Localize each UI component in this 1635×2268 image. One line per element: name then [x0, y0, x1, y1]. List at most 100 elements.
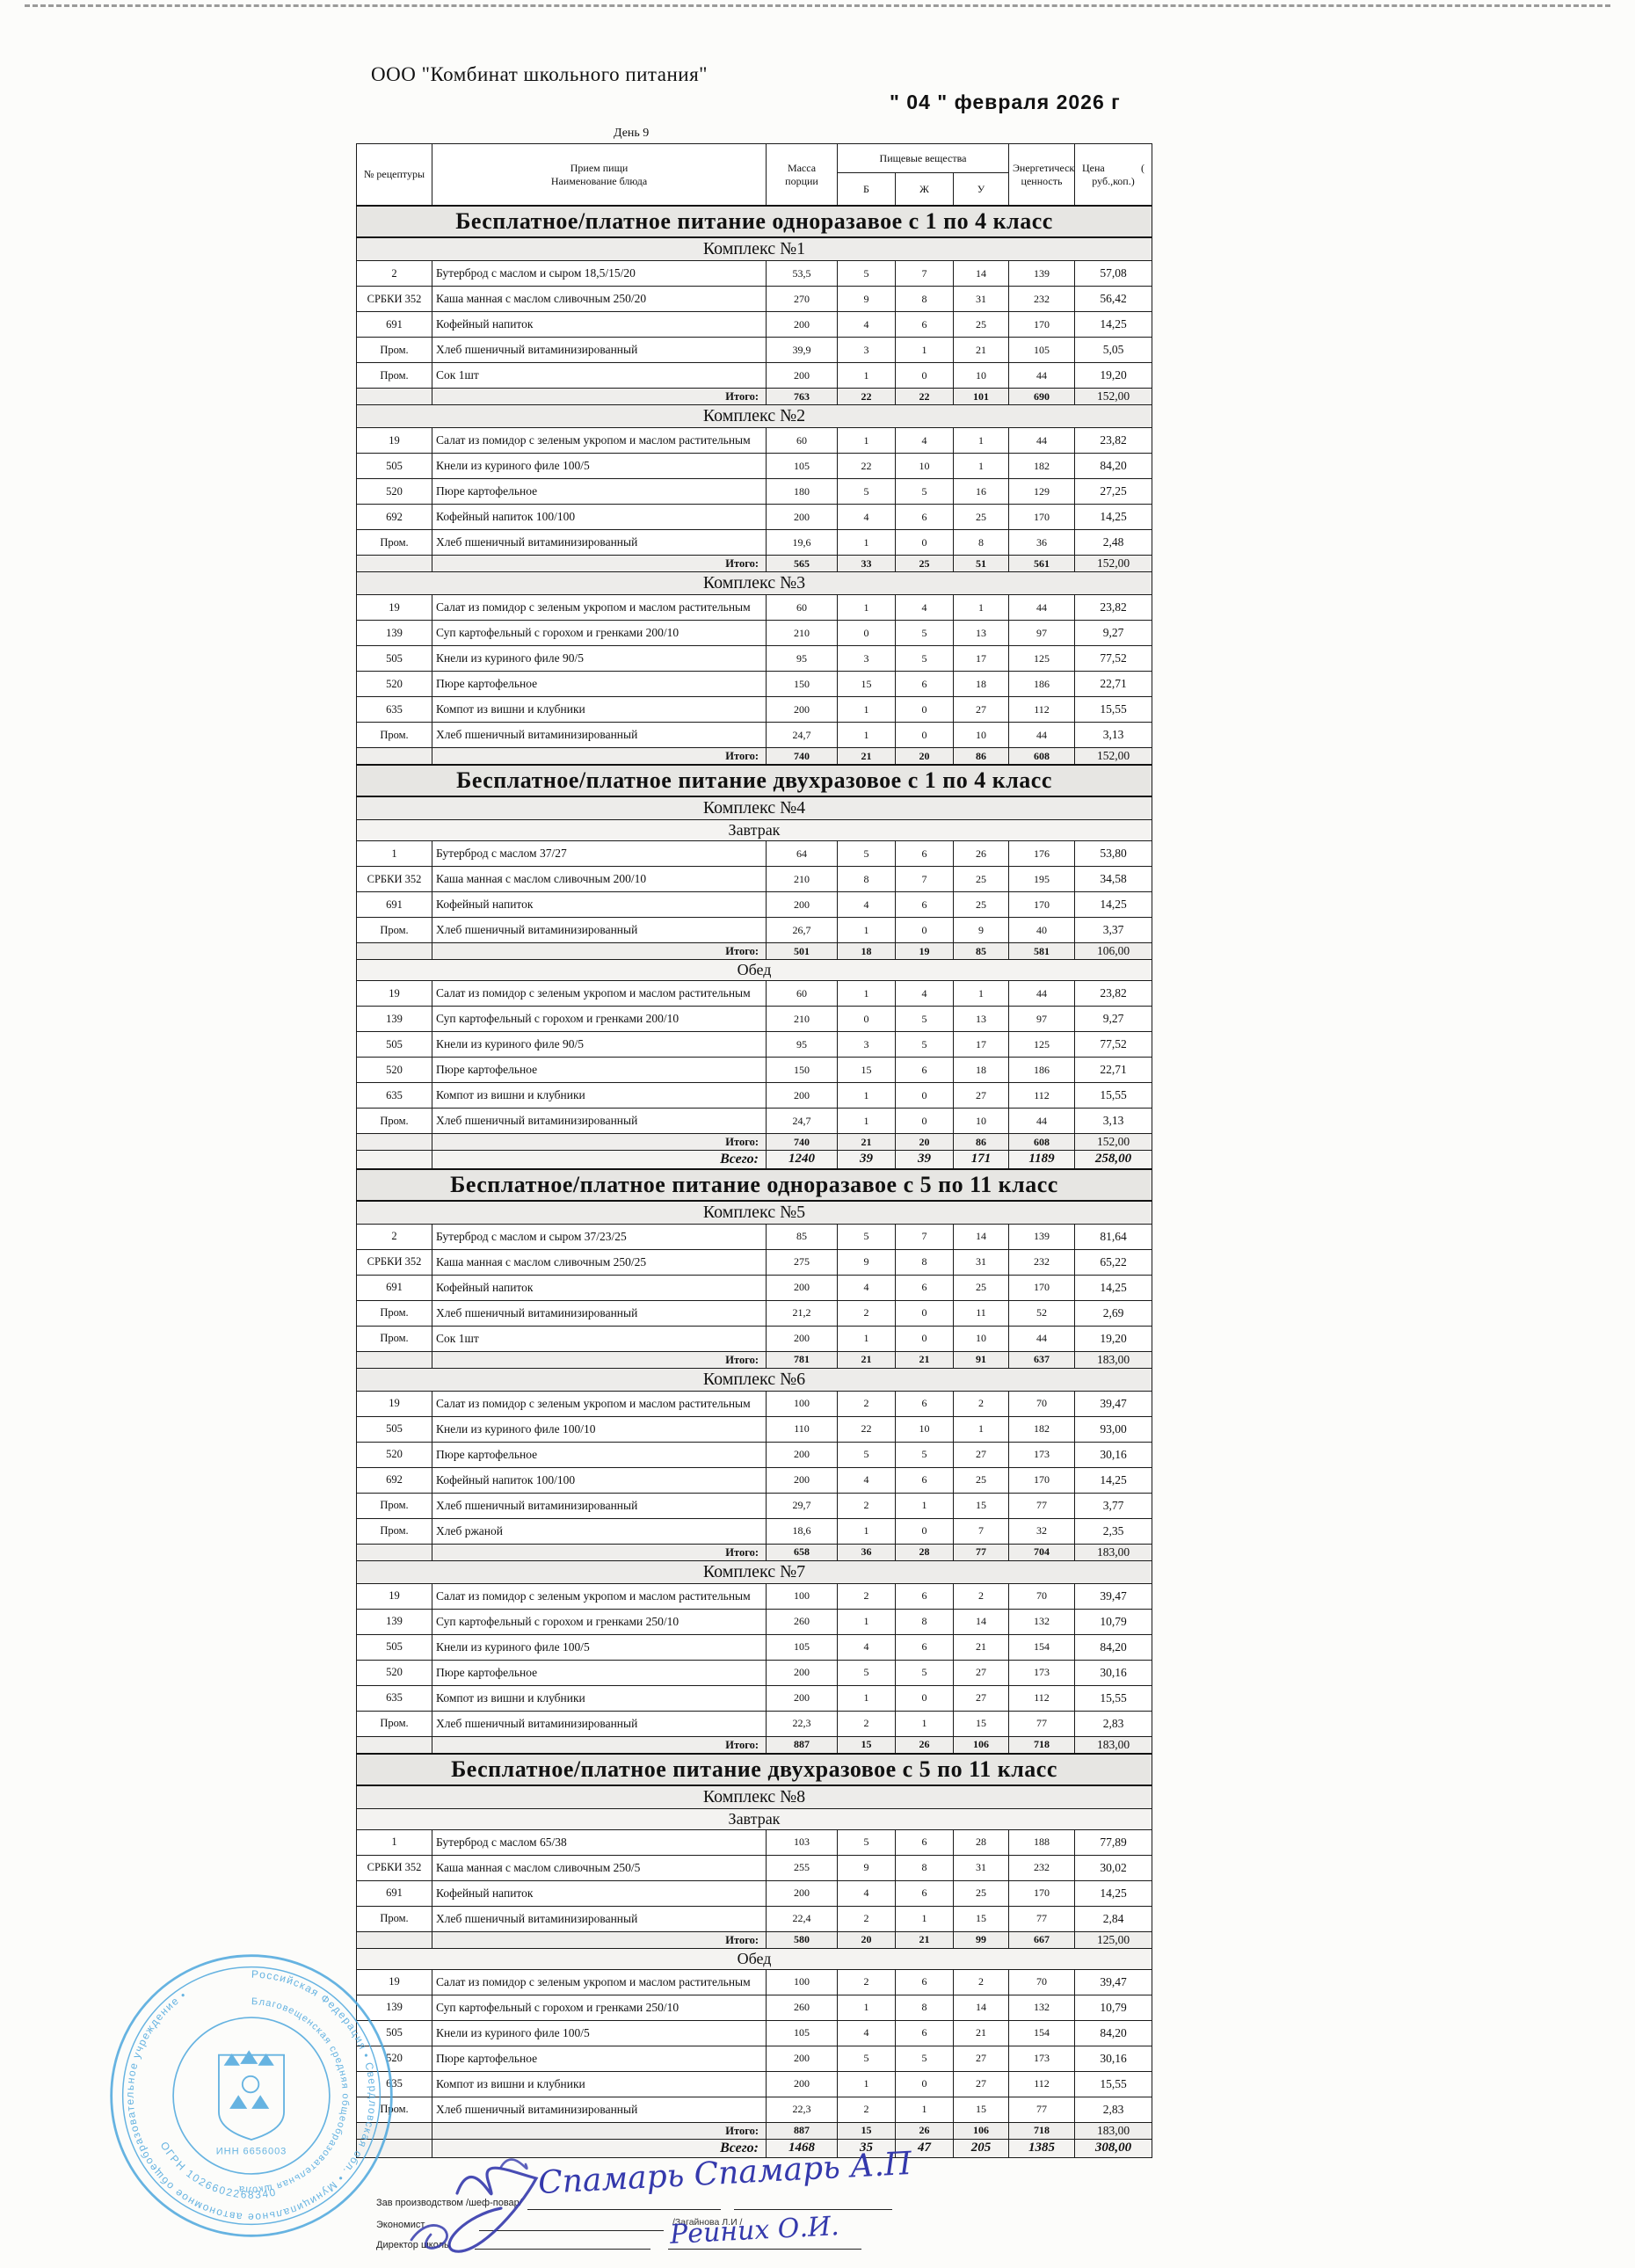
cell-protein: 15	[837, 671, 896, 697]
cell-dish-name: Кнели из куриного филе 100/5	[432, 2019, 767, 2046]
cell-mass: 200	[766, 311, 838, 338]
cell-mass: 22,4	[766, 1905, 838, 1932]
cell-price: 10,79	[1074, 1994, 1152, 2021]
complex-title-label: Комплекс №4	[356, 796, 1152, 820]
cell-energy: 170	[1008, 891, 1075, 918]
cell-fat: 1	[895, 2096, 954, 2123]
cell-carbs: 28	[953, 1828, 1009, 1856]
cell-recipe-number: Пром.	[356, 1517, 432, 1545]
cell-protein: 22	[837, 1415, 896, 1443]
cell-recipe-number: 1	[356, 840, 432, 867]
subtotal-label: Итого:	[432, 1350, 767, 1369]
subtotal-mass: 763	[766, 388, 838, 405]
cell-carbs: 25	[953, 866, 1009, 892]
cell-fat: 6	[895, 1633, 954, 1661]
subtotal-empty	[356, 1543, 432, 1561]
stamp-coat-of-arms	[218, 2050, 285, 2141]
table-row: 505 Кнели из куриного филе 90/5 95 3 5 17 125 7…	[356, 1031, 1152, 1058]
menu-table: № рецептуры Прием пищи Наименование блюд…	[356, 143, 1152, 2158]
cell-protein: 2	[837, 1299, 896, 1327]
cell-mass: 200	[766, 2045, 838, 2072]
table-row: 505 Кнели из куриного филе 100/5 105 4 6 21 15…	[356, 1633, 1152, 1661]
cell-carbs: 9	[953, 917, 1009, 943]
table-row: Пром. Хлеб пшеничный витаминизированный 24…	[356, 1108, 1152, 1134]
cell-dish-name: Бутерброд с маслом 65/38	[432, 1828, 767, 1856]
cell-energy: 232	[1008, 1854, 1075, 1881]
subtotal-fat: 21	[895, 1350, 954, 1369]
cell-fat: 5	[895, 620, 954, 646]
cell-recipe-number: 505	[356, 1633, 432, 1661]
cell-dish-name: Пюре картофельное	[432, 2045, 767, 2072]
table-row: Пром. Хлеб пшеничный витаминизированный 22…	[356, 1710, 1152, 1737]
cell-mass: 110	[766, 1415, 838, 1443]
cell-mass: 26,7	[766, 917, 838, 943]
subtotal-label: Итого:	[432, 2121, 767, 2140]
subtotal-mass: 565	[766, 555, 838, 572]
cell-energy: 70	[1008, 1582, 1075, 1610]
cell-carbs: 15	[953, 1905, 1009, 1932]
subtotal-row: Итого: 501 18 19 85 581 106,00	[356, 942, 1152, 960]
subtotal-mass: 887	[766, 1735, 838, 1755]
subtotal-protein: 21	[837, 747, 896, 766]
cell-dish-name: Кнели из куриного филе 90/5	[432, 645, 767, 672]
cell-dish-name: Пюре картофельное	[432, 671, 767, 697]
cell-energy: 173	[1008, 1659, 1075, 1686]
cell-mass: 260	[766, 1994, 838, 2021]
cell-protein: 9	[837, 1248, 896, 1276]
grand-total-protein: 39	[837, 1149, 896, 1170]
cell-mass: 21,2	[766, 1299, 838, 1327]
cell-price: 65,22	[1074, 1248, 1152, 1276]
subtotal-carbs: 86	[953, 747, 1009, 766]
cell-mass: 180	[766, 478, 838, 505]
cell-recipe-number: 19	[356, 594, 432, 621]
cell-energy: 44	[1008, 594, 1075, 621]
table-row: СРБКИ 352 Каша манная с маслом сливочным …	[356, 1248, 1152, 1276]
cell-fat: 7	[895, 866, 954, 892]
cell-fat: 1	[895, 1710, 954, 1737]
subtotal-protein: 21	[837, 1133, 896, 1151]
cell-dish-name: Салат из помидор с зеленым укропом и мас…	[432, 594, 767, 621]
subtotal-carbs: 99	[953, 1930, 1009, 1949]
cell-recipe-number: Пром.	[356, 1905, 432, 1932]
cell-protein: 5	[837, 1659, 896, 1686]
table-row: 19 Салат из помидор с зеленым укропом и м…	[356, 980, 1152, 1007]
cell-price: 14,25	[1074, 891, 1152, 918]
cell-recipe-number: Пром.	[356, 529, 432, 556]
cell-mass: 60	[766, 980, 838, 1007]
cell-protein: 4	[837, 1274, 896, 1301]
cell-mass: 100	[766, 1968, 838, 1995]
subtotal-price: 183,00	[1074, 2121, 1152, 2140]
subtotal-mass: 740	[766, 747, 838, 766]
cell-energy: 112	[1008, 1684, 1075, 1712]
cell-dish-name: Сок 1шт	[432, 1325, 767, 1352]
cell-mass: 200	[766, 1325, 838, 1352]
cell-protein: 4	[837, 1879, 896, 1907]
cell-fat: 6	[895, 1879, 954, 1907]
cell-energy: 170	[1008, 1274, 1075, 1301]
cell-price: 15,55	[1074, 1684, 1152, 1712]
cell-protein: 1	[837, 1517, 896, 1545]
col-header-recipe: № рецептуры	[356, 143, 432, 207]
cell-dish-name: Хлеб пшеничный витаминизированный	[432, 722, 767, 748]
subtotal-energy: 637	[1008, 1350, 1075, 1369]
chef-label: Зав производством /шеф-повар/	[376, 2198, 522, 2208]
cell-price: 2,83	[1074, 2096, 1152, 2123]
cell-recipe-number: 692	[356, 504, 432, 530]
cell-dish-name: Кофейный напиток 100/100	[432, 504, 767, 530]
cell-price: 56,42	[1074, 286, 1152, 312]
cell-dish-name: Кнели из куриного филе 100/5	[432, 453, 767, 479]
cell-carbs: 16	[953, 478, 1009, 505]
cell-price: 30,16	[1074, 2045, 1152, 2072]
subtotal-row: Итого: 580 20 21 99 667 125,00	[356, 1930, 1152, 1949]
cell-protein: 5	[837, 1223, 896, 1250]
cell-recipe-number: СРБКИ 352	[356, 1854, 432, 1881]
cell-dish-name: Пюре картофельное	[432, 1659, 767, 1686]
subtotal-empty	[356, 1930, 432, 1949]
cell-recipe-number: 692	[356, 1466, 432, 1494]
table-row: Пром. Хлеб пшеничный витаминизированный 19…	[356, 529, 1152, 556]
cell-price: 3,37	[1074, 917, 1152, 943]
day-label: День 9	[614, 127, 650, 140]
cell-mass: 210	[766, 866, 838, 892]
grand-total-row: Всего: 1468 35 47 205 1385 308,00	[356, 2138, 1152, 2158]
cell-carbs: 27	[953, 1082, 1009, 1109]
